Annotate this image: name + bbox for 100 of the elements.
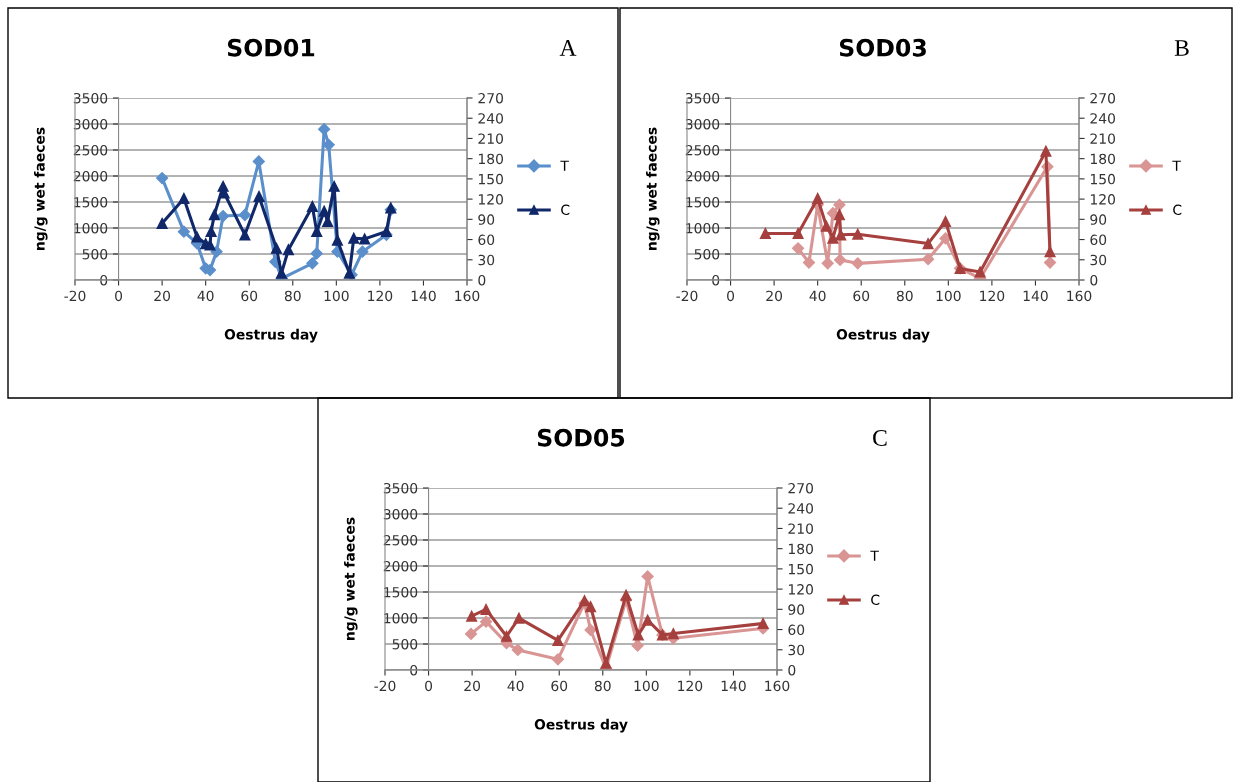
y2-tick-label: 240 [1090,113,1115,124]
y-tick-label: 3000 [383,508,418,520]
y2-tick-label: 0 [478,274,486,286]
x-tick-label: 60 [551,680,568,692]
y-axis-title: ng/g wet faeces [34,127,48,250]
point [585,601,597,613]
point [359,233,371,245]
y-axis-title: ng/g wet faeces [344,517,358,640]
point [820,220,832,232]
y2-tick-label: 60 [478,234,495,246]
y-tick-label: 2000 [685,170,720,182]
y2-tick-label: 150 [478,173,503,185]
point [191,231,203,243]
point [239,229,251,241]
y2-tick-label: 210 [1090,133,1115,144]
y-tick-label: 3500 [73,92,108,104]
x-tick-label: 0 [425,680,433,692]
y2-tick-label: 180 [788,543,813,555]
y2-tick-label: 30 [478,254,495,266]
x-tick-label: 100 [324,290,349,302]
y2-tick-label: 90 [1090,214,1107,225]
point [833,209,846,221]
x-tick-label: 20 [464,680,481,692]
legend-label: C [1173,204,1182,216]
x-tick-label: -20 [64,290,86,302]
point [1044,246,1056,258]
point [632,629,644,641]
y-tick-label: 1000 [384,612,418,624]
point [826,207,840,220]
point [208,209,220,221]
point [827,232,839,244]
y-tick-label: 500 [392,638,418,650]
point [253,190,265,202]
y2-tick-label: 270 [1090,92,1115,104]
point [552,634,564,646]
point [479,615,493,628]
y-tick-label: 2500 [685,144,720,156]
point [331,234,343,246]
x-tick-label: 100 [634,680,659,692]
x-tick-label: 20 [154,290,171,302]
point [500,630,513,642]
x-tick-label: 160 [1067,290,1092,302]
x-tick-label: 140 [721,680,746,692]
x-tick-label: 20 [766,290,783,302]
y-tick-label: 1500 [384,586,418,598]
point [464,627,478,641]
legend-label: T [870,550,879,561]
point [306,257,319,270]
x-axis-title: Oestrus day [836,328,930,343]
point [306,200,318,213]
point [480,603,492,615]
point [1043,256,1057,269]
point [204,239,216,251]
x-tick-label: 120 [980,290,1005,302]
y-tick-label: 0 [712,274,720,286]
y-tick-label: 2500 [73,144,108,156]
y2-tick-label: 0 [788,664,796,676]
point [356,245,369,258]
point [156,171,169,185]
legend-label: T [560,160,569,171]
point [759,227,771,240]
point [584,623,597,637]
point [238,208,251,222]
y-tick-label: 3500 [685,92,720,104]
y2-tick-label: 240 [478,113,503,124]
point [939,215,952,227]
point [551,653,565,666]
point [851,257,864,270]
point [511,643,524,657]
y2-tick-label: 120 [478,194,503,205]
point [178,192,190,204]
y-tick-label: 0 [410,664,418,676]
point [802,256,816,269]
y2-tick-label: 210 [478,133,503,144]
y2-tick-label: 210 [788,523,813,534]
x-tick-label: 80 [896,290,913,302]
point [834,253,847,267]
y-tick-label: 3000 [73,118,108,130]
y2-tick-label: 90 [788,604,805,615]
y-tick-label: 2500 [383,534,418,546]
y2-tick-label: 120 [1090,194,1115,205]
point [922,238,934,250]
y-tick-label: 3000 [685,118,720,130]
point [757,617,769,630]
x-tick-label: 40 [809,290,826,302]
y-tick-label: 1000 [74,222,108,234]
point [852,228,864,240]
text: C [873,430,887,446]
point [513,612,525,624]
y-tick-label: 2000 [383,560,418,572]
x-tick-label: -20 [374,680,396,692]
x-tick-label: 80 [284,290,301,302]
point [620,589,632,601]
point [282,244,294,256]
point [310,247,323,260]
point [216,209,230,223]
y-tick-label: 0 [100,274,108,286]
point [833,198,846,211]
point [600,657,612,669]
point [177,225,190,238]
